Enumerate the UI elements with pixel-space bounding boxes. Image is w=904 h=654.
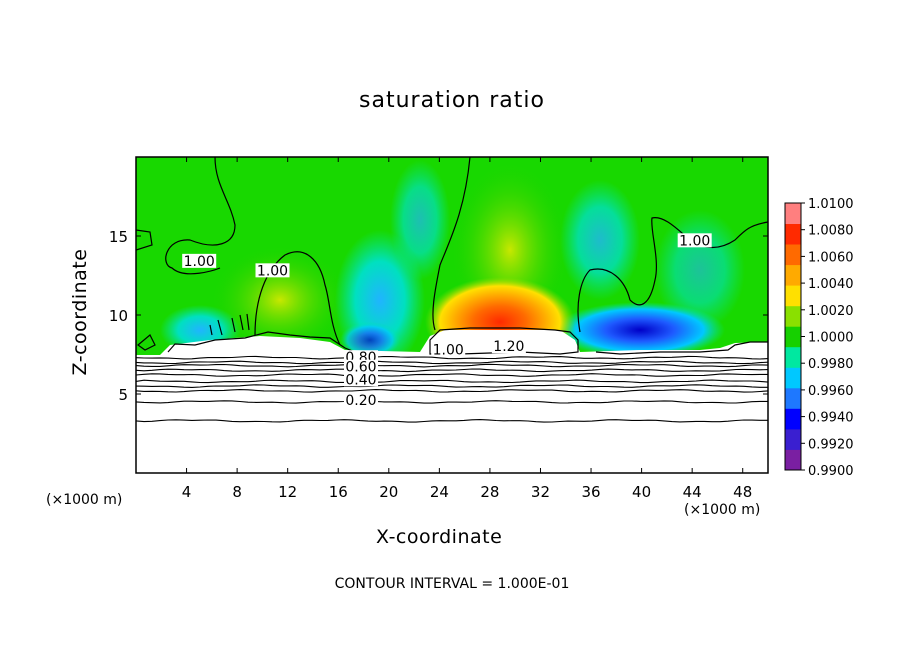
- colorbar-swatch: [785, 387, 801, 409]
- contour-1-plume: [254, 251, 341, 346]
- colorbar-tick-label: 0.9940: [808, 411, 854, 426]
- colorbar-swatch: [785, 223, 801, 245]
- layer-contour-line: [135, 373, 768, 377]
- contour-fingers: [209, 313, 250, 336]
- colorbar-tick-label: 1.0100: [808, 197, 854, 212]
- contour-label-bg: [491, 339, 526, 354]
- x-tick-label: 48: [733, 483, 752, 501]
- dry-patch-5: [655, 210, 745, 330]
- x-axis-label: X-coordinate: [376, 526, 503, 548]
- colorbar-swatch: [785, 346, 801, 368]
- layer-contour-line: [135, 360, 769, 365]
- field-layer: [136, 157, 768, 473]
- contour-label-group: 1.001.001.001.00 1.200.800.600.400.20: [182, 233, 712, 409]
- y-tick-label: 15: [109, 228, 128, 246]
- contour-1-center-left: [432, 157, 471, 331]
- contour-1-left-a: [165, 157, 236, 275]
- layer-contour-line: [135, 419, 768, 423]
- colorbar-tick-label: 0.9920: [808, 437, 854, 452]
- x-tick-label: 12: [278, 483, 297, 501]
- colorbar-tick-label: 1.0040: [808, 277, 854, 292]
- contour-interval-note: CONTOUR INTERVAL = 1.000E-01: [334, 576, 570, 592]
- subsaturated-patch: [340, 322, 400, 358]
- contour-label: 0.20: [345, 393, 376, 409]
- layer-contour-line: [135, 368, 769, 373]
- contour-label: 1.00: [184, 254, 215, 270]
- contour-label-bg: [255, 263, 290, 278]
- moist-region-left: [210, 245, 350, 355]
- colorbar-swatch: [785, 428, 801, 450]
- layer-contour-line: [135, 363, 769, 368]
- colorbar: 1.0100 1.0080 1.0060 1.0040 1.0020 1.0000 0.99…: [784, 197, 854, 479]
- layer-contour-line: [135, 389, 769, 393]
- contour-label: 0.60: [345, 360, 376, 376]
- layer-contour-line: [135, 400, 768, 404]
- contour-cloud-top-left: [167, 331, 356, 353]
- x-tick-label: 44: [683, 483, 702, 501]
- contour-label: 1.20: [493, 339, 524, 355]
- contour-label: 1.00: [257, 263, 288, 279]
- x-tick-label: 16: [329, 483, 348, 501]
- contour-left-edge: [137, 334, 156, 351]
- colorbar-tick-label: 0.9900: [808, 464, 854, 479]
- dry-patch-4: [560, 180, 640, 300]
- x-tick-label: 36: [581, 483, 600, 501]
- colorbar-swatch: [785, 203, 801, 224]
- colorbar-tick-label: 1.0000: [808, 331, 854, 346]
- layer-contour-group: [135, 355, 769, 423]
- colorbar-swatch: [785, 285, 801, 307]
- contour-label-bg: [677, 233, 712, 248]
- x-axis-ticks: 4 8 12 16 20 24 28 32 36 40 44 48: [182, 157, 752, 501]
- colorbar-swatch: [785, 408, 801, 430]
- colorbar-tick-label: 0.9980: [808, 357, 854, 372]
- y-tick-label: 5: [118, 386, 128, 404]
- colorbar-swatch: [785, 367, 801, 389]
- contour-1-right: [577, 217, 768, 333]
- contour-label-bg: [343, 372, 378, 387]
- chart-title: saturation ratio: [359, 88, 545, 113]
- x-tick-label: 28: [480, 483, 499, 501]
- contour-label-bg: [431, 342, 466, 357]
- y-axis-label: Z-coordinate: [69, 248, 91, 376]
- colorbar-tick-label: 1.0080: [808, 224, 854, 239]
- contour-label: 1.00: [679, 233, 710, 249]
- colorbar-swatch: [785, 264, 801, 286]
- contour-label: 0.40: [345, 372, 376, 388]
- y-tick-label: 10: [109, 307, 128, 325]
- colorbar-swatch: [785, 244, 801, 266]
- y-axis-ticks: 5 10 15: [109, 228, 768, 404]
- cloud-layer-white: [136, 355, 768, 473]
- contour-label-bg: [343, 392, 378, 407]
- dry-patch-3: [390, 160, 450, 280]
- layer-contour-line: [135, 379, 769, 384]
- contour-label: 1.00: [433, 342, 464, 358]
- colorbar-swatch: [785, 326, 801, 348]
- colorbar-tick-label: 0.9960: [808, 384, 854, 399]
- layer-contour-line: [135, 355, 769, 360]
- contour-cloud-top-right: [595, 341, 768, 355]
- contour-label-bg: [182, 253, 217, 268]
- x-tick-label: 40: [632, 483, 651, 501]
- x-tick-label: 24: [430, 483, 449, 501]
- colorbar-tick-label: 1.0060: [808, 250, 854, 265]
- x-tick-label: 8: [232, 483, 242, 501]
- x-tick-label: 32: [531, 483, 550, 501]
- x-tick-label: 20: [379, 483, 398, 501]
- contour-1-left-b: [136, 229, 153, 251]
- colorbar-swatch: [785, 305, 801, 327]
- x-unit-label-right: (×1000 m): [684, 502, 761, 518]
- contour-label-bg: [343, 359, 378, 374]
- colorbar-tick-label: 1.0020: [808, 304, 854, 319]
- x-unit-label-left: (×1000 m): [46, 492, 123, 508]
- subsaturated-region: [555, 302, 725, 358]
- layer-contour-line: [135, 384, 768, 388]
- contour-lines: [136, 157, 768, 355]
- x-tick-label: 4: [182, 483, 192, 501]
- colorbar-swatch: [785, 449, 801, 471]
